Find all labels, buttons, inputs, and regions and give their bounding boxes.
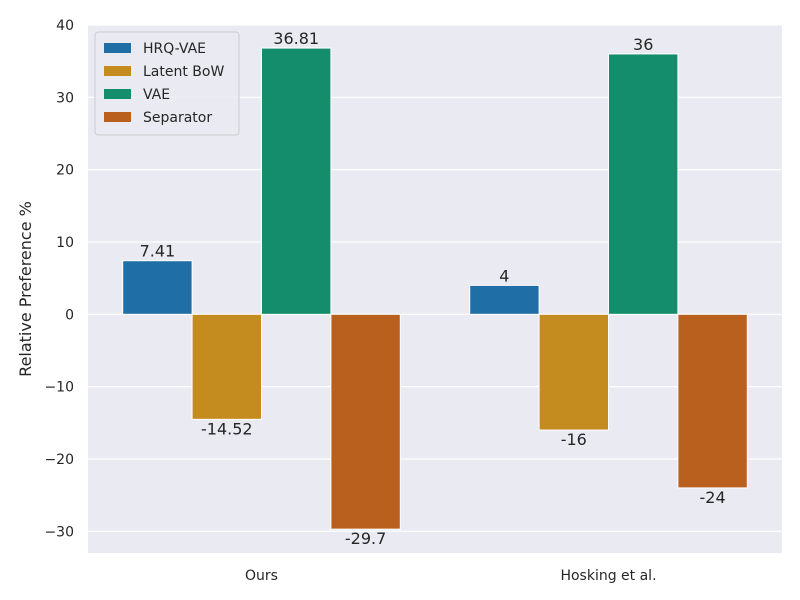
bar-hrq-vae-0 [122, 260, 193, 315]
bar-vae-0 [261, 47, 332, 315]
x-tick-label: Hosking et al. [560, 568, 656, 584]
x-tick-label: Ours [245, 568, 278, 584]
legend-frame [94, 31, 240, 136]
data-label: -29.7 [345, 529, 386, 548]
legend-label: VAE [143, 87, 170, 103]
y-tick-label: 30 [56, 90, 74, 106]
legend-label: Separator [143, 110, 212, 126]
data-label: -14.52 [201, 419, 253, 438]
y-tick-label: −20 [44, 452, 74, 468]
legend-label: Latent BoW [143, 64, 224, 80]
y-tick-label: 20 [56, 163, 74, 179]
bars [122, 47, 748, 530]
bar-hrq-vae-1 [469, 284, 540, 315]
legend: HRQ-VAE Latent BoW VAE Separator [94, 31, 240, 136]
y-tick-label: 40 [56, 18, 74, 34]
legend-swatch [104, 66, 131, 76]
legend-label: HRQ-VAE [143, 41, 206, 57]
y-tick-label: −10 [44, 380, 74, 396]
bar-latent-bow-0 [191, 313, 263, 420]
legend-swatch [104, 43, 131, 53]
y-tick-label: −30 [44, 524, 74, 540]
bar-separator-1 [677, 313, 748, 489]
legend-swatch [104, 89, 131, 99]
y-axis-ticks: −30 −20 −10 0 10 20 30 40 [44, 18, 74, 540]
data-labels: 7.41 -14.52 36.81 -29.7 4 -16 36 -24 [140, 29, 726, 548]
data-label: -24 [700, 488, 726, 507]
y-tick-label: 10 [56, 235, 74, 251]
bar-vae-1 [608, 53, 679, 315]
bar-separator-0 [330, 313, 401, 530]
x-axis-ticks: Ours Hosking et al. [245, 568, 657, 584]
y-tick-label: 0 [65, 307, 74, 323]
data-label: 36 [633, 35, 653, 54]
legend-swatch [104, 112, 131, 122]
data-label: 7.41 [140, 242, 176, 261]
data-label: -16 [561, 430, 587, 449]
data-label: 36.81 [273, 29, 319, 48]
y-axis-label: Relative Preference % [16, 201, 35, 377]
data-label: 4 [499, 266, 509, 285]
bar-latent-bow-1 [538, 313, 609, 431]
